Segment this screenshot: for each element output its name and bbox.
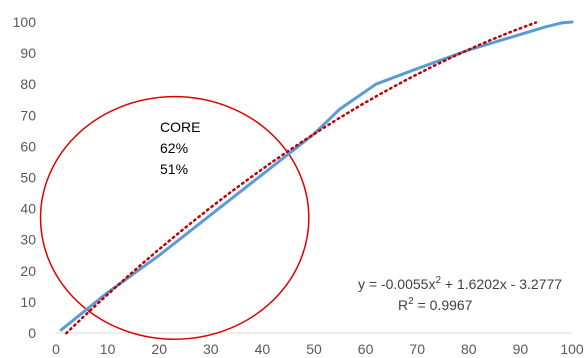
x-tick-label: 100 [560, 341, 584, 357]
core-value-1: 62% [160, 140, 188, 156]
r2-prefix: R [398, 297, 408, 313]
y-tick-label: 30 [20, 232, 36, 248]
r2-suffix: = 0.9967 [414, 297, 473, 313]
r2-sup: 2 [408, 296, 414, 307]
trendline [65, 21, 538, 335]
x-tick-label: 40 [255, 341, 271, 357]
y-tick-label: 40 [20, 201, 36, 217]
core-value-2: 51% [160, 161, 188, 177]
equation-sup: 2 [435, 275, 441, 286]
y-tick-label: 60 [20, 138, 36, 154]
core-ellipse [39, 95, 310, 340]
equation-prefix: y = -0.0055x [358, 276, 435, 292]
y-tick-label: 100 [13, 14, 37, 30]
y-tick-label: 50 [20, 170, 36, 186]
y-tick-label: 80 [20, 76, 36, 92]
series-line [59, 20, 574, 332]
r-squared: R2 = 0.9967 [398, 296, 473, 313]
x-tick-label: 10 [100, 341, 116, 357]
x-tick-label: 60 [358, 341, 374, 357]
x-tick-label: 90 [513, 341, 529, 357]
y-tick-label: 0 [28, 325, 36, 341]
x-tick-label: 70 [409, 341, 425, 357]
trendline-equation: y = -0.0055x2 + 1.6202x - 3.2777 [358, 275, 562, 292]
y-tick-label: 70 [20, 107, 36, 123]
x-tick-label: 30 [203, 341, 219, 357]
equation-suffix: + 1.6202x - 3.2777 [441, 276, 562, 292]
x-tick-label: 0 [52, 341, 60, 357]
y-tick-label: 20 [20, 263, 36, 279]
y-axis-ticks: 0 10 20 30 40 50 60 70 80 90 100 [13, 14, 37, 341]
x-tick-label: 80 [461, 341, 477, 357]
x-tick-label: 20 [151, 341, 167, 357]
x-axis-ticks: 0 10 20 30 40 50 60 70 80 90 100 [52, 341, 584, 357]
core-label: CORE [160, 119, 200, 135]
y-tick-label: 90 [20, 45, 36, 61]
x-tick-label: 50 [306, 341, 322, 357]
y-tick-label: 10 [20, 294, 36, 310]
